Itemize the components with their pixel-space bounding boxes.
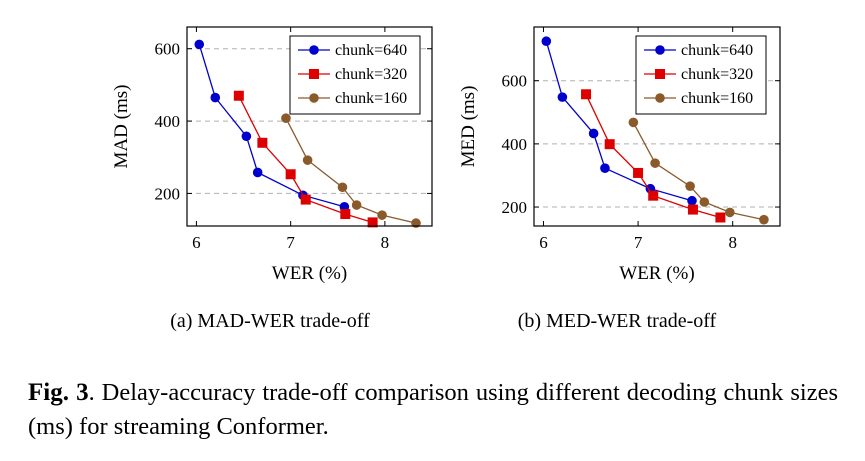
y-tick-label: 600 <box>155 40 181 59</box>
mad-data-point <box>302 155 313 165</box>
x-tick-label: 7 <box>634 233 643 252</box>
y-tick-label: 200 <box>502 198 528 217</box>
med-subcaption: (b) MED-WER trade-off <box>518 310 717 332</box>
mad-legend-marker <box>309 69 319 79</box>
med-data-point <box>715 212 726 223</box>
figure-label: Fig. 3 <box>28 379 89 406</box>
mad-subcaption: (a) MAD-WER trade-off <box>170 310 370 332</box>
med-data-point <box>699 197 710 207</box>
caption-text: . Delay-accuracy trade-off comparison us… <box>28 379 839 440</box>
med-data-point <box>650 158 660 168</box>
figure-caption: Fig. 3. Delay-accuracy trade-off compari… <box>28 376 838 444</box>
y-tick-label: 400 <box>155 112 181 131</box>
med-data-point <box>633 167 644 178</box>
y-tick-label: 600 <box>502 72 528 91</box>
mad-legend-label: chunk=640 <box>335 42 407 59</box>
x-tick-label: 7 <box>286 233 295 252</box>
x-tick-label: 8 <box>728 233 737 252</box>
mad-y-axis-label: MAD (ms) <box>111 85 132 169</box>
y-tick-label: 400 <box>502 135 528 154</box>
mad-data-point <box>367 217 378 228</box>
med-data-point <box>604 139 615 150</box>
y-tick-label: 200 <box>155 184 181 203</box>
med-axes-frame <box>533 26 781 227</box>
x-tick-label: 8 <box>381 233 390 252</box>
mad-data-point <box>257 137 268 148</box>
med-x-axis-label: WER (%) <box>619 263 694 284</box>
mad-legend-label: chunk=160 <box>335 90 407 107</box>
mad-legend-label: chunk=320 <box>335 66 407 83</box>
med-data-point <box>648 190 659 201</box>
med-data-point <box>628 117 639 128</box>
med-data-point <box>557 92 568 102</box>
mad-axes-frame <box>186 26 433 227</box>
med-data-point <box>685 181 695 191</box>
mad-series-line-2 <box>285 117 417 224</box>
med-legend-label: chunk=160 <box>681 90 753 107</box>
med-data-point <box>541 36 552 47</box>
med-data-point <box>725 207 735 218</box>
med-data-point <box>759 214 769 225</box>
med-legend-label: chunk=640 <box>681 42 753 59</box>
med-data-point <box>581 89 592 100</box>
mad-data-point <box>351 200 362 210</box>
x-tick-label: 6 <box>192 233 201 252</box>
mad-data-point <box>377 210 387 220</box>
med-legend-marker <box>655 45 665 55</box>
mad-data-point <box>337 182 348 193</box>
mad-data-point <box>252 167 263 178</box>
med-series-line-2 <box>632 122 765 221</box>
med-data-point <box>600 163 610 173</box>
mad-data-point <box>300 194 311 205</box>
med-legend-label: chunk=320 <box>681 66 753 83</box>
med-data-point <box>687 195 697 206</box>
mad-data-point <box>285 169 296 180</box>
mad-data-point <box>241 131 252 142</box>
med-legend-marker <box>655 93 665 103</box>
mad-legend-marker <box>309 45 319 55</box>
x-tick-label: 6 <box>539 233 548 252</box>
mad-data-point <box>281 113 291 123</box>
mad-data-point <box>210 92 221 103</box>
mad-data-point <box>340 209 351 220</box>
med-y-axis-label: MED (ms) <box>458 86 479 168</box>
med-data-point <box>588 128 599 139</box>
mad-legend-marker <box>309 93 319 103</box>
med-data-point <box>687 204 698 215</box>
mad-data-point <box>233 90 244 101</box>
mad-data-point <box>194 39 205 50</box>
med-legend-marker <box>655 69 665 79</box>
mad-x-axis-label: WER (%) <box>272 263 347 284</box>
